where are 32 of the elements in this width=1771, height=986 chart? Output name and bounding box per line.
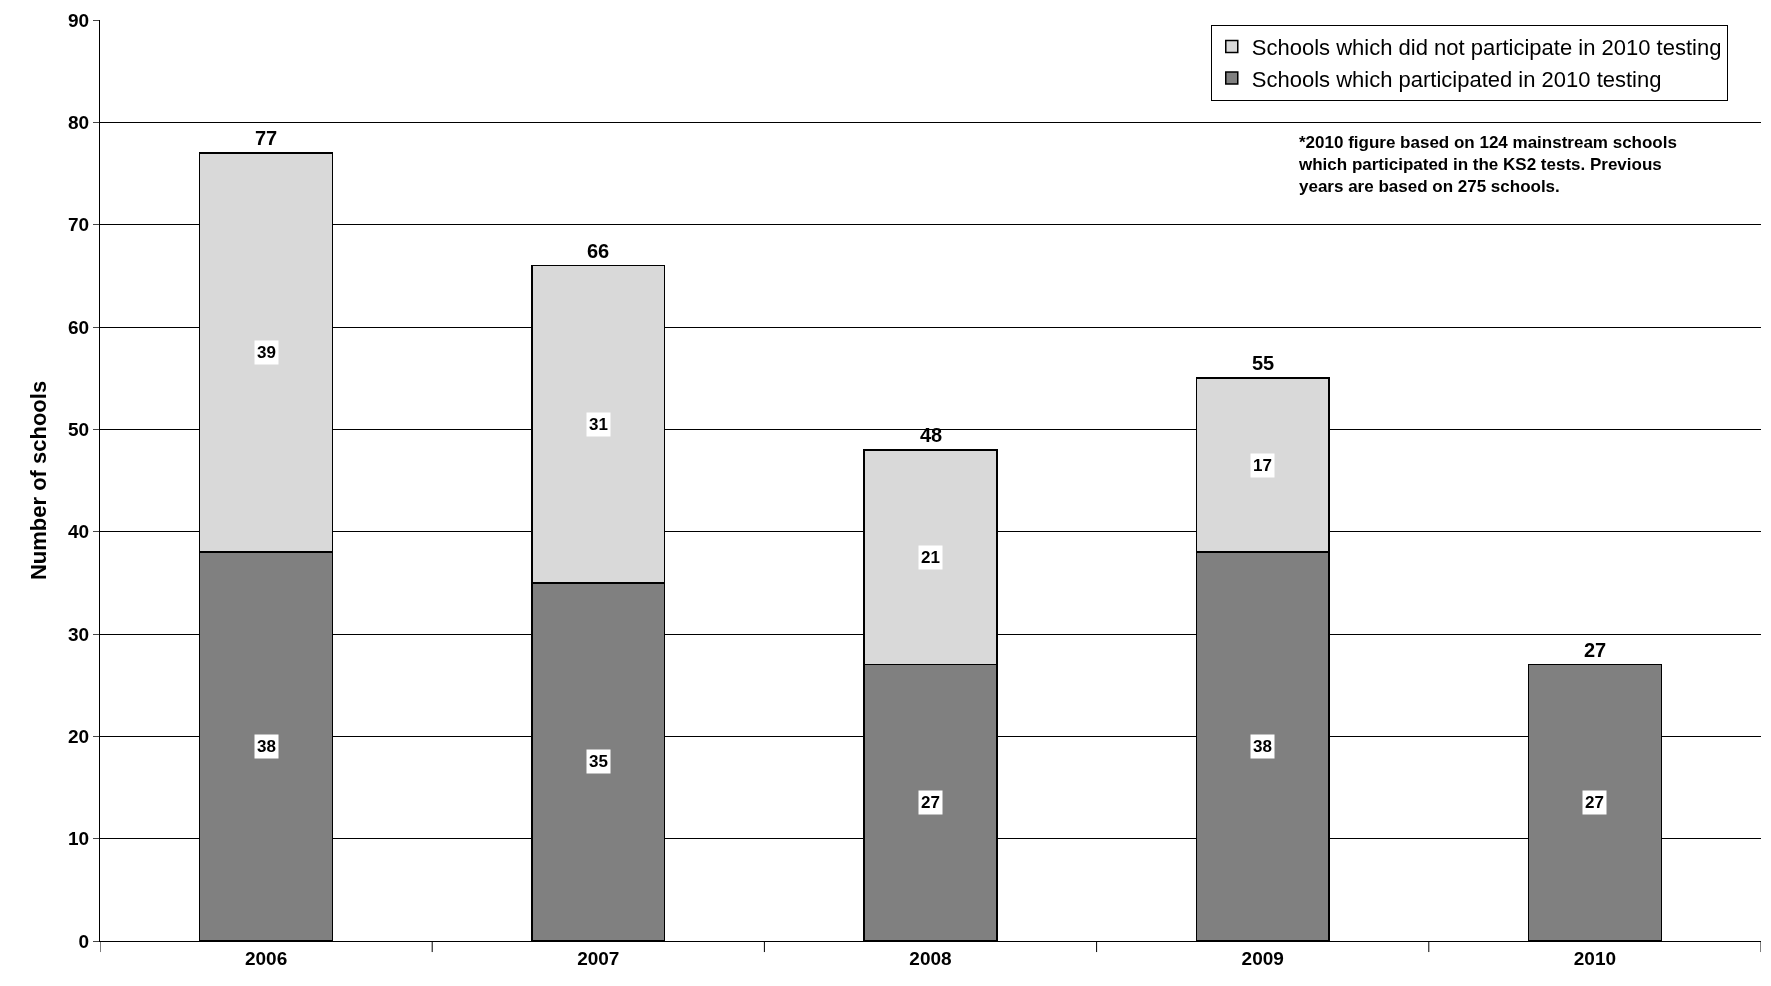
data-label: 27 [921, 793, 940, 812]
y-tick-label: 70 [68, 214, 90, 236]
data-label: 31 [589, 415, 608, 434]
y-axis-title: Number of schools [25, 380, 51, 581]
x-tick-label: 2010 [1573, 947, 1617, 969]
total-label: 66 [587, 240, 610, 262]
data-label: 21 [921, 548, 940, 567]
y-tick-label: 20 [68, 725, 90, 747]
y-tick-label: 40 [68, 521, 90, 543]
x-tick-label: 2007 [577, 947, 620, 969]
legend-label: Schools which did not participate in 2010 testing [1251, 34, 1722, 60]
y-tick-label: 0 [78, 930, 90, 952]
y-tick-label: 50 [68, 418, 90, 440]
data-label: 39 [257, 343, 276, 362]
total-label: 55 [1252, 352, 1275, 374]
data-label: 27 [1585, 793, 1604, 812]
total-label: 77 [255, 127, 278, 149]
data-label: 38 [1253, 737, 1272, 756]
y-tick-label: 90 [68, 9, 90, 31]
legend-label: Schools which participated in 2010 testing [1251, 66, 1662, 92]
data-label: 38 [257, 737, 276, 756]
y-tick-label: 80 [68, 111, 90, 133]
y-tick-label: 10 [68, 828, 90, 850]
data-label: 35 [589, 752, 608, 771]
y-tick-label: 60 [68, 316, 90, 338]
annotation: *2010 figure based on 124 mainstream schools which participated in the KS2 tests. Previous years are based on 275 schools. [1298, 133, 1677, 197]
data-label: 17 [1253, 456, 1272, 475]
total-label: 27 [1584, 639, 1607, 661]
x-tick-label: 2008 [909, 947, 952, 969]
x-tick-label: 2006 [244, 947, 288, 969]
x-tick-label: 2009 [1241, 947, 1284, 969]
y-tick-label: 30 [68, 623, 90, 645]
